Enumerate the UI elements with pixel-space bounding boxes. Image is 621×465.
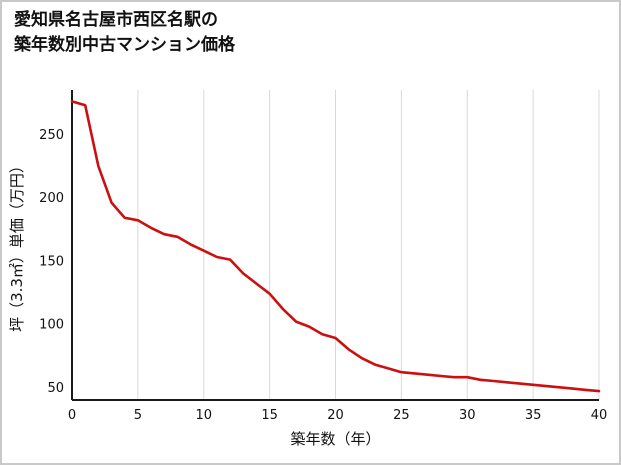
chart-title-line1: 愛知県名古屋市西区名駅の xyxy=(14,10,218,30)
line-chart-svg: 50 100 150 200 250 0 5 10 15 20 25 30 35 40 築年数（年） 坪（3.… xyxy=(8,90,608,448)
y-tick-label-250: 250 xyxy=(39,128,64,143)
x-tick-label-20: 20 xyxy=(327,408,344,423)
y-axis-label: 坪（3.3㎡）単価（万円） xyxy=(8,158,26,332)
y-tick-label-150: 150 xyxy=(39,254,64,269)
y-tick-label-200: 200 xyxy=(39,191,64,206)
x-tick-label-10: 10 xyxy=(195,408,212,423)
y-tick-label-50: 50 xyxy=(47,381,64,396)
chart-area: 50 100 150 200 250 0 5 10 15 20 25 30 35 40 築年数（年） 坪（3.… xyxy=(2,82,619,460)
x-tick-label-0: 0 xyxy=(68,408,76,423)
chart-title-line2: 築年数別中古マンション価格 xyxy=(14,34,235,55)
x-tick-label-40: 40 xyxy=(591,408,608,423)
y-tick-label-100: 100 xyxy=(39,318,64,333)
x-tick-label-15: 15 xyxy=(261,408,278,423)
x-axis-label: 築年数（年） xyxy=(290,430,380,448)
price-line-series xyxy=(70,100,601,393)
chart-title: 愛知県名古屋市西区名駅の 築年数別中古マンション価格 xyxy=(14,8,235,57)
x-tick-label-30: 30 xyxy=(459,408,476,423)
x-tick-label-5: 5 xyxy=(134,408,142,423)
x-tick-label-35: 35 xyxy=(525,408,542,423)
x-tick-label-25: 25 xyxy=(393,408,410,423)
